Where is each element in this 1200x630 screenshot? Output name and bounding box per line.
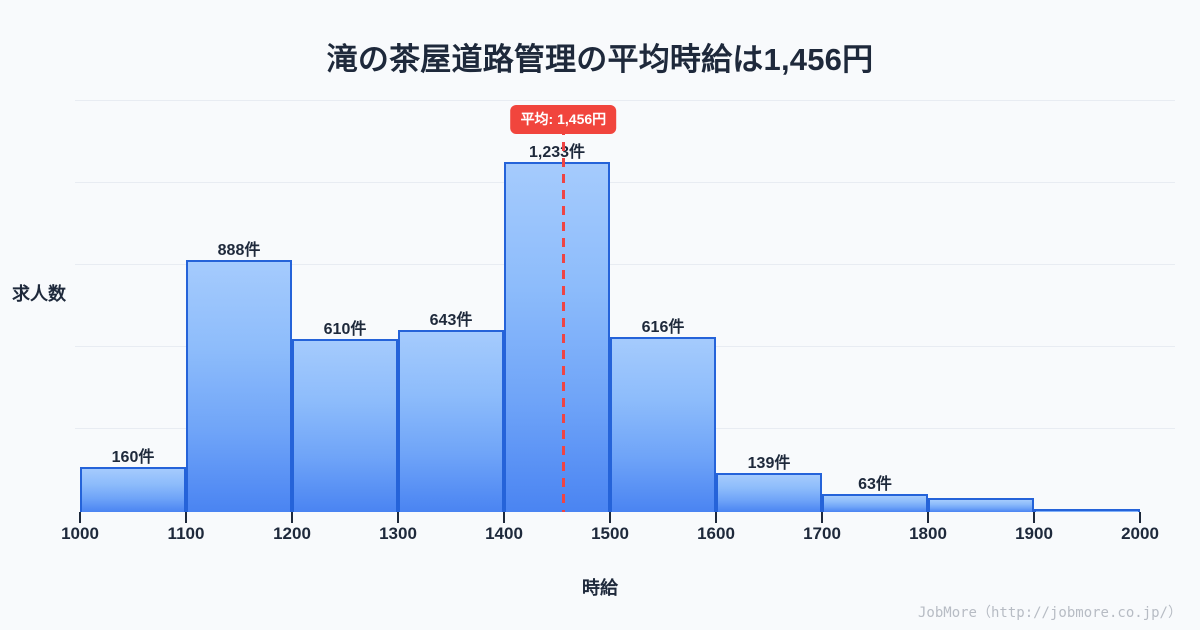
bar-value-label: 160件 [111,448,155,466]
x-axis-tick-label: 1900 [1015,524,1053,543]
x-axis-tick [185,512,187,523]
x-axis-tick [79,512,81,523]
gridline [75,264,1175,265]
bar-value-label: 888件 [217,242,261,260]
page-title: 滝の茶屋道路管理の平均時給は1,456円 [326,42,874,77]
bar[interactable] [292,338,398,512]
gridline [75,100,1175,101]
plot-area: 160件 888件 610件 643件 1,233件 616件 139件 63件 [75,100,1175,512]
average-badge: 平均: 1,456円 [510,105,617,134]
attribution-footer: JobMore（http://jobmore.co.jp/） [917,605,1182,621]
bar-value-label: 1,233件 [528,144,586,162]
x-axis-tick [609,512,611,523]
x-axis-tick-label: 1500 [591,524,629,543]
bar-value-label: 616件 [641,319,685,337]
x-axis-tick-label: 1200 [273,524,311,543]
bar-value-label: 139件 [747,454,791,472]
x-axis-tick-label: 1600 [697,524,735,543]
bar-value-label: 63件 [858,476,892,494]
bar[interactable] [80,466,186,512]
x-axis-tick [1033,512,1035,523]
bar[interactable] [822,494,928,512]
average-line [562,126,566,512]
bar[interactable] [928,498,1034,512]
bar[interactable] [504,162,610,512]
x-axis-tick [821,512,823,523]
x-axis-tick [503,512,505,523]
x-axis-tick [1139,512,1141,523]
bar[interactable] [398,329,504,512]
bar[interactable] [186,260,292,512]
x-axis-tick-label: 1800 [909,524,947,543]
x-axis-tick-label: 1300 [379,524,417,543]
bar[interactable] [716,472,822,512]
bar[interactable] [1034,508,1140,512]
x-axis-tick-label: 2000 [1121,524,1159,543]
x-axis-tick [291,512,293,523]
bar-series: 160件 888件 610件 643件 1,233件 616件 139件 63件 [80,100,1140,512]
x-axis-tick [927,512,929,523]
x-axis-title: 時給 [582,578,618,598]
y-axis-title: 求人数 [12,284,66,304]
x-axis-tick-label: 1100 [167,524,205,543]
gridline [75,182,1175,183]
x-axis-tick [715,512,717,523]
bar-value-label: 643件 [429,311,473,329]
x-axis-tick-label: 1400 [485,524,523,543]
x-axis-tick [397,512,399,523]
bar-value-label: 610件 [323,320,367,338]
bar[interactable] [610,337,716,512]
x-axis-tick-label: 1000 [61,524,99,543]
x-axis-tick-label: 1700 [803,524,841,543]
